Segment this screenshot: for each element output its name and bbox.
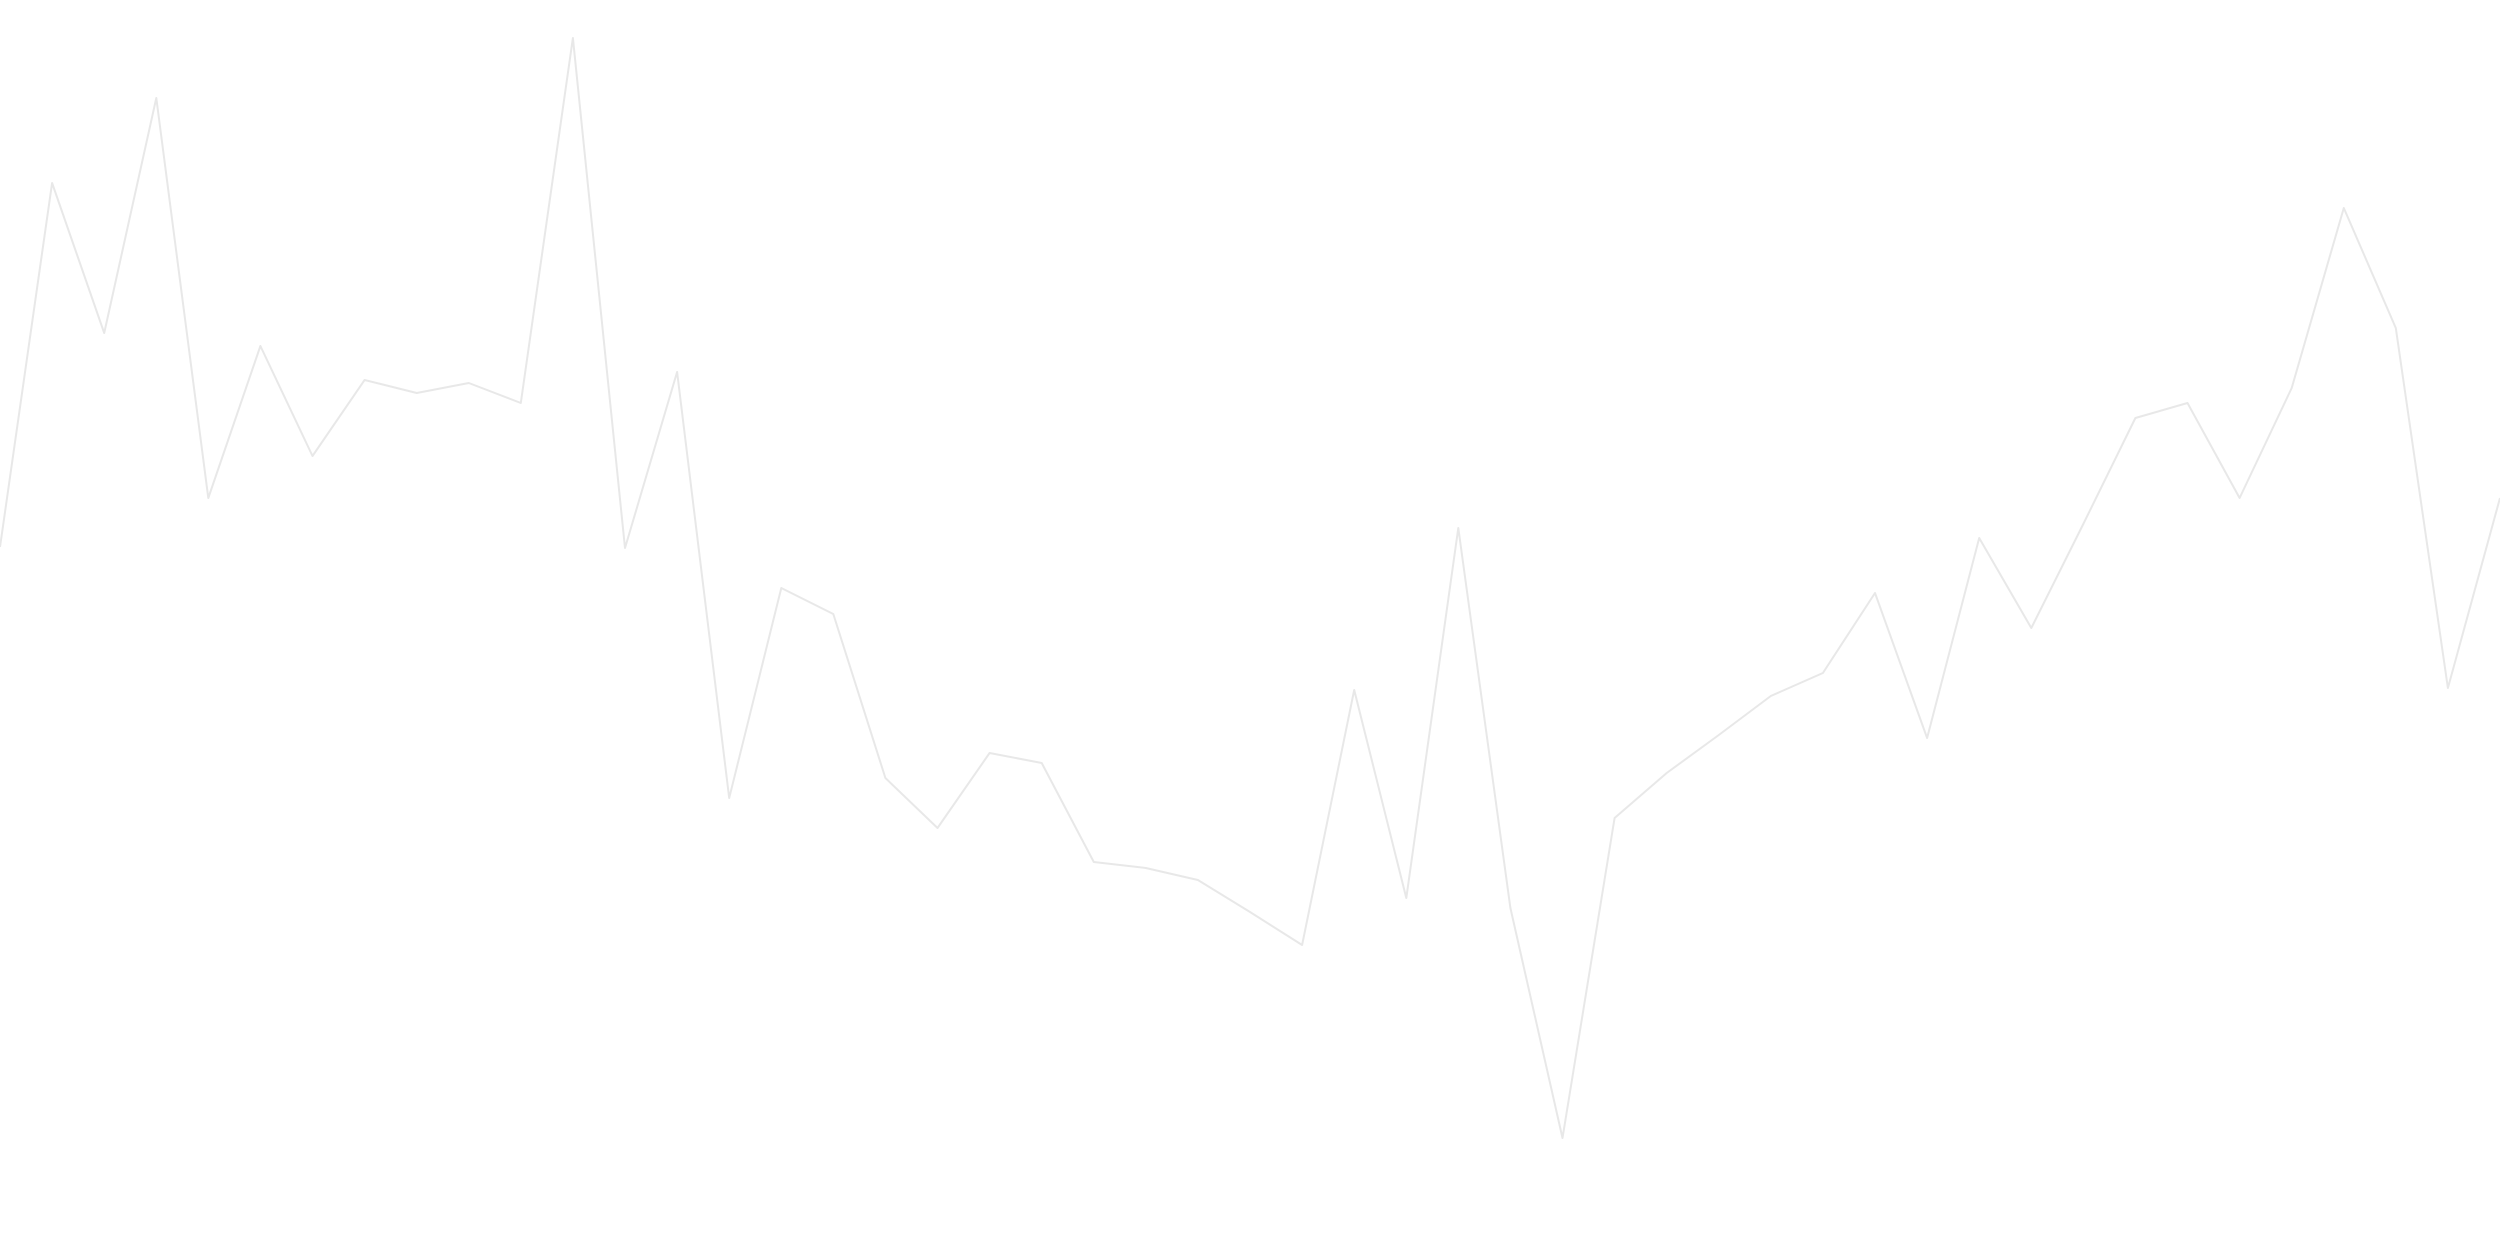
series-line-0	[0, 37, 2500, 1139]
series-group	[0, 37, 2500, 1139]
